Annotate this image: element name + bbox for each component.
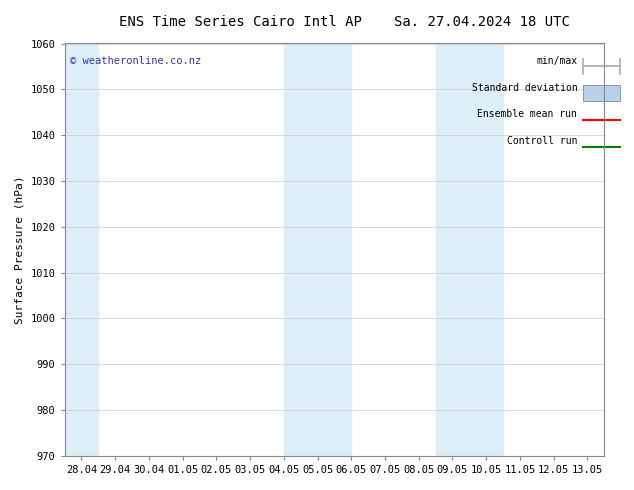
Text: min/max: min/max [536, 56, 578, 66]
Text: Controll run: Controll run [507, 136, 578, 147]
Bar [65, 44, 98, 456]
Text: © weatheronline.co.nz: © weatheronline.co.nz [70, 56, 201, 66]
Bar [284, 44, 351, 456]
Y-axis label: Surface Pressure (hPa): Surface Pressure (hPa) [15, 175, 25, 324]
Bar [583, 85, 621, 101]
Text: ENS Time Series Cairo Intl AP: ENS Time Series Cairo Intl AP [119, 15, 363, 29]
Text: Sa. 27.04.2024 18 UTC: Sa. 27.04.2024 18 UTC [394, 15, 570, 29]
Text: Ensemble mean run: Ensemble mean run [477, 109, 578, 120]
Bar [436, 44, 503, 456]
Text: Standard deviation: Standard deviation [472, 83, 578, 93]
